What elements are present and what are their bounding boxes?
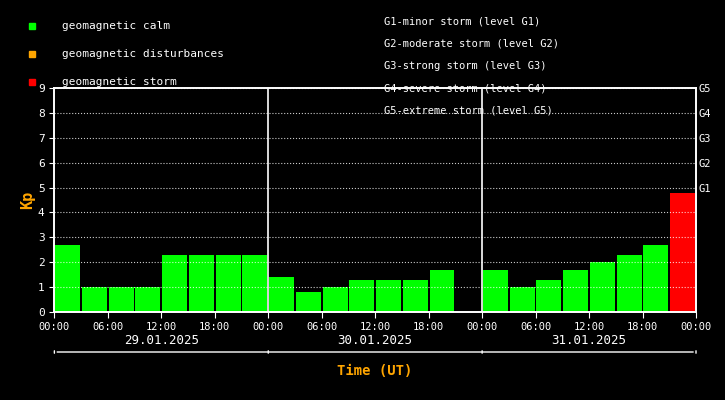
Bar [162, 255, 187, 312]
Text: geomagnetic disturbances: geomagnetic disturbances [62, 49, 223, 59]
Text: G1-minor storm (level G1): G1-minor storm (level G1) [384, 16, 541, 26]
Bar [136, 287, 160, 312]
Bar [189, 255, 214, 312]
Bar [670, 192, 695, 312]
Bar [296, 292, 321, 312]
Bar [376, 280, 401, 312]
Bar [536, 280, 561, 312]
Text: G2-moderate storm (level G2): G2-moderate storm (level G2) [384, 38, 559, 48]
Text: geomagnetic storm: geomagnetic storm [62, 77, 176, 87]
Bar [215, 255, 241, 312]
Y-axis label: Kp: Kp [20, 191, 35, 209]
Bar [617, 255, 642, 312]
Text: 30.01.2025: 30.01.2025 [338, 334, 413, 347]
Bar [242, 255, 268, 312]
Bar [483, 270, 508, 312]
Text: 29.01.2025: 29.01.2025 [124, 334, 199, 347]
Text: G5-extreme storm (level G5): G5-extreme storm (level G5) [384, 106, 553, 116]
Bar [349, 280, 374, 312]
Bar [323, 287, 347, 312]
Text: geomagnetic calm: geomagnetic calm [62, 21, 170, 31]
Bar [563, 270, 588, 312]
Bar [429, 270, 455, 312]
Bar [643, 245, 668, 312]
Text: 31.01.2025: 31.01.2025 [552, 334, 626, 347]
Bar [590, 262, 615, 312]
Bar [55, 245, 80, 312]
Bar [82, 287, 107, 312]
Text: G4-severe storm (level G4): G4-severe storm (level G4) [384, 83, 547, 93]
Text: Time (UT): Time (UT) [338, 364, 413, 378]
Bar [510, 287, 535, 312]
Bar [403, 280, 428, 312]
Bar [109, 287, 133, 312]
Text: G3-strong storm (level G3): G3-strong storm (level G3) [384, 61, 547, 71]
Bar [269, 277, 294, 312]
